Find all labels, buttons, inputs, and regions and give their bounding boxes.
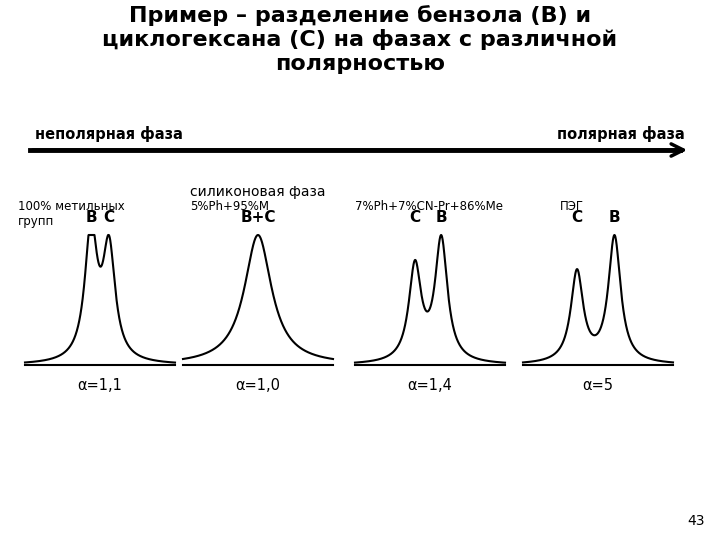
Text: В: В xyxy=(608,210,621,225)
Text: С: С xyxy=(572,210,582,225)
Text: полярная фаза: полярная фаза xyxy=(557,126,685,142)
Text: 100% метильных
групп: 100% метильных групп xyxy=(18,200,125,228)
Text: В: В xyxy=(85,210,96,225)
Text: α=1,4: α=1,4 xyxy=(408,378,452,393)
Text: В: В xyxy=(436,210,447,225)
Text: силиконовая фаза: силиконовая фаза xyxy=(190,185,325,199)
Text: неполярная фаза: неполярная фаза xyxy=(35,126,183,142)
Text: α=1,0: α=1,0 xyxy=(235,378,281,393)
Text: С: С xyxy=(104,210,114,225)
Text: α=1,1: α=1,1 xyxy=(78,378,122,393)
Text: С: С xyxy=(410,210,420,225)
Text: 5%Ph+95%М: 5%Ph+95%М xyxy=(190,200,269,213)
Text: 43: 43 xyxy=(688,514,705,528)
Text: α=5: α=5 xyxy=(582,378,613,393)
Text: Пример – разделение бензола (В) и
циклогексана (С) на фазах с различной
полярнос: Пример – разделение бензола (В) и циклог… xyxy=(102,5,618,73)
Text: 7%Ph+7%CN-Pr+86%Me: 7%Ph+7%CN-Pr+86%Me xyxy=(355,200,503,213)
Text: В+С: В+С xyxy=(240,210,276,225)
Text: ПЭГ: ПЭГ xyxy=(560,200,584,213)
